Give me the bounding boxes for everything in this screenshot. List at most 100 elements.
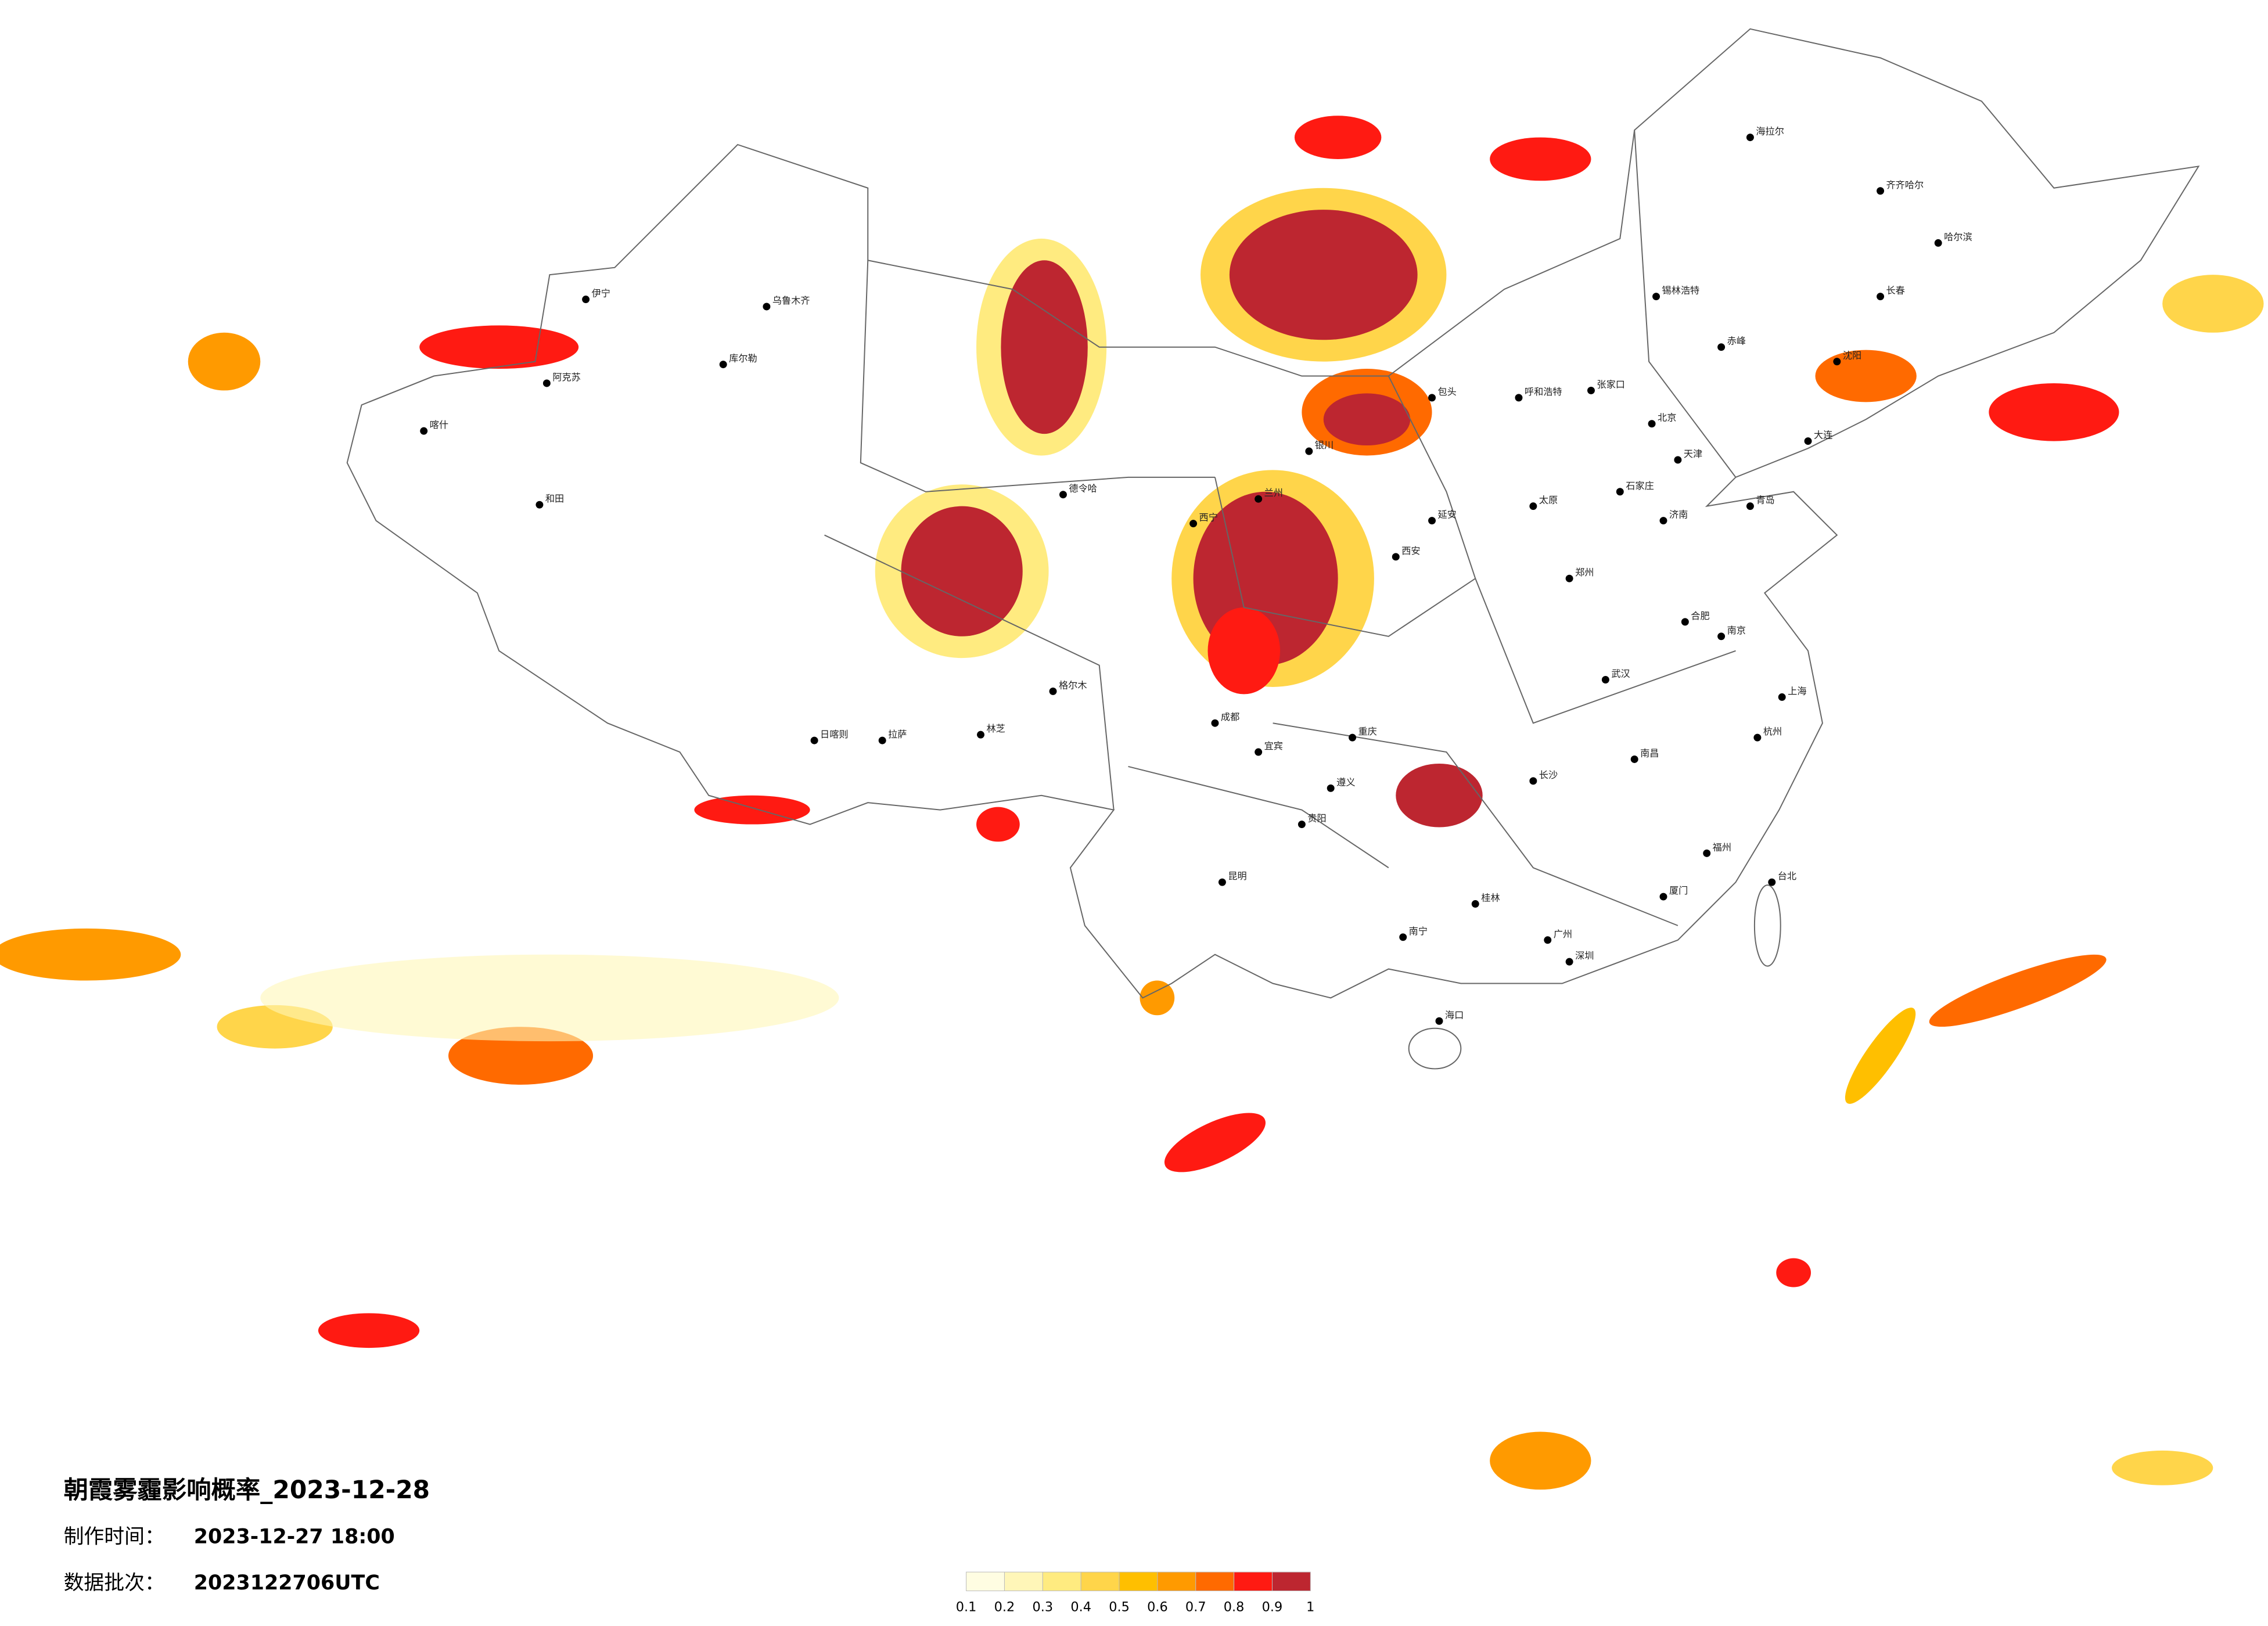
city-dot [1659,517,1667,525]
city-dot [1674,456,1682,464]
city-dot [810,736,818,744]
colorbar-tick-label: 1 [1306,1599,1314,1614]
cities: 北京天津石家庄太原呼和浩特济南郑州西安兰州西宁银川乌鲁木齐拉萨成都重庆贵阳昆明南… [420,126,1972,1025]
city-label: 遵义 [1336,776,1355,787]
city-dot [1652,293,1660,301]
city-dot [1297,821,1306,829]
city-dot [542,379,551,387]
haze-area [1989,383,2119,441]
city-label: 锡林浩特 [1662,285,1700,296]
map-title: 朝霞雾霾影响概率_2023-12-28 [64,1476,430,1504]
city-dot [1218,878,1226,886]
city-label: 日喀则 [820,729,849,740]
city-label: 张家口 [1597,379,1625,390]
city-label: 重庆 [1358,726,1377,737]
colorbar-tick-label: 0.2 [994,1599,1015,1614]
city-dot [719,361,727,369]
colorbar-tick-label: 0.9 [1262,1599,1283,1614]
city-dot [1392,553,1400,561]
city-dot [1616,488,1624,496]
city-label: 桂林 [1481,893,1500,904]
city-label: 石家庄 [1626,480,1654,491]
city-label: 林芝 [986,723,1005,734]
city-label: 南京 [1727,625,1746,636]
city-dot [977,731,984,739]
haze-area [1294,116,1382,159]
colorbar-tick-label: 0.4 [1070,1599,1091,1614]
borders [346,28,2200,1070]
city-dot [1565,574,1573,582]
city-dot [1399,933,1407,941]
haze-area [1164,1113,1266,1172]
city-dot [1211,719,1219,727]
city-dot [1877,187,1885,195]
city-dot [1648,420,1656,428]
city-label: 阿克苏 [552,372,581,383]
city-label: 齐齐哈尔 [1886,179,1924,190]
haze-area [1929,954,2107,1027]
haze-area [1323,393,1411,446]
haze-area [1001,260,1088,434]
city-dot [1349,733,1357,742]
city-dot [1746,502,1754,510]
city-label: 青岛 [1756,495,1774,506]
city-label: 西安 [1401,545,1420,556]
city-label: 银川 [1315,440,1334,451]
city-label: 上海 [1788,685,1806,696]
city-label: 大连 [1814,430,1832,441]
colorbar-box [1195,1571,1235,1591]
city-dot [1778,693,1786,701]
colorbar-box [1271,1571,1311,1591]
hainan-outline [1408,1027,1462,1070]
city-dot [1746,134,1754,142]
city-dot [1435,1017,1443,1025]
colorbar-box [1119,1571,1158,1591]
colorbar-box [1042,1571,1081,1591]
haze-area [901,506,1023,636]
colorbar-box [1234,1571,1273,1591]
colorbar-tick-label: 0.8 [1224,1599,1245,1614]
city-label: 格尔木 [1059,679,1087,690]
city-dot [582,296,590,303]
city-dot [1717,632,1726,641]
city-dot [1049,687,1057,695]
colorbar-tick-label: 0.6 [1147,1599,1168,1614]
haze-area [1776,1258,1811,1287]
city-dot [420,427,428,435]
taiwan-outline [1753,884,1781,967]
city-label: 武汉 [1611,668,1630,679]
city-label: 包头 [1437,386,1456,397]
city-label: 昆明 [1228,870,1246,882]
city-label: 天津 [1684,448,1702,459]
province-borders [824,130,1737,926]
haze-area [1815,350,1917,402]
colorbar-box [966,1571,1005,1591]
haze-area [1229,210,1418,340]
city-dot [1515,394,1523,402]
haze-area [1490,1431,1591,1490]
city-dot [1529,777,1537,785]
city-dot [1717,343,1726,351]
city-dot [1255,495,1263,503]
city-dot [1428,517,1436,525]
city-label: 台北 [1778,870,1796,882]
country-outline [346,28,2200,999]
colorbar-tick-label: 0.1 [956,1599,977,1614]
city-dot [1544,936,1552,944]
made-time: 2023-12-27 18:00 [194,1525,395,1548]
colorbar-box [1004,1571,1043,1591]
haze-area [2162,275,2264,333]
city-label: 北京 [1658,412,1676,423]
city-label: 成都 [1221,711,1239,722]
city-label: 哈尔滨 [1944,231,1972,242]
haze-area [1845,1008,1916,1104]
city-dot [1877,293,1885,301]
haze-area [1207,607,1281,695]
city-label: 太原 [1539,495,1558,506]
city-dot [1471,900,1479,908]
city-dot [1804,437,1812,445]
colorbar-box [1080,1571,1120,1591]
city-dot [1659,893,1667,901]
city-label: 杭州 [1763,726,1782,737]
city-label: 海口 [1445,1009,1464,1020]
